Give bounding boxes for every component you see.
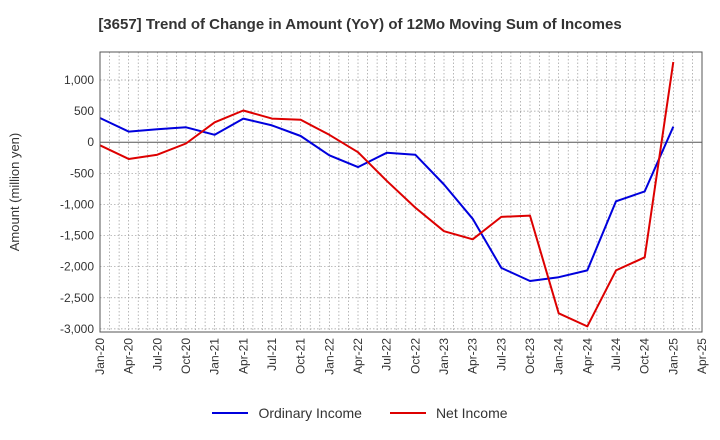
x-tick-label: Jul-21 [265,338,279,371]
y-tick-label: -2,000 [60,260,94,274]
x-tick-label: Jan-25 [666,338,680,375]
x-tick-label: Jul-20 [150,338,164,371]
x-tick-label: Jan-22 [322,338,336,375]
x-tick-label: Jan-24 [552,338,566,375]
legend-item-net-income: Net Income [389,405,508,421]
x-tick-label: Jan-20 [93,338,107,375]
y-tick-label: -1,500 [60,229,94,243]
plot-frame [99,51,703,333]
legend-swatch-ordinary-income [212,412,249,414]
series-layer [99,61,675,328]
legend-swatch-net-income [389,412,426,414]
x-tick-label: Apr-25 [695,338,709,374]
y-tick-label: -500 [70,166,94,180]
x-tick-label: Jul-22 [380,338,394,371]
x-tick-label: Oct-22 [408,338,422,374]
legend: Ordinary Income Net Income [0,405,720,421]
x-tick-label: Apr-22 [351,338,365,374]
x-tick-label: Jan-21 [208,338,222,375]
y-tick-label: -2,500 [60,291,94,305]
series-line-net-income [99,61,675,328]
x-tick-label: Apr-20 [122,338,136,374]
x-tick-label: Apr-24 [580,338,594,374]
x-tick-label: Jan-23 [437,338,451,375]
legend-item-ordinary-income: Ordinary Income [212,405,362,421]
x-tick-label: Oct-21 [294,338,308,374]
x-tick-label: Oct-24 [638,338,652,374]
y-tick-label: -1,000 [60,197,94,211]
y-tick-labels: 1,000 500 0 -500 -1,000 -1,500 -2,000 -2,500 -3,… [60,73,94,336]
y-axis-title: Amount (million yen) [7,133,22,252]
x-tick-label: Oct-20 [179,338,193,374]
y-tick-label: 500 [74,104,94,118]
series-line-ordinary-income [99,117,675,282]
x-tick-label: Jul-24 [609,338,623,371]
y-tick-label: 0 [87,135,94,149]
chart-title: [3657] Trend of Change in Amount (YoY) o… [98,16,622,33]
x-tick-label: Jul-23 [494,338,508,371]
grid-layer [99,52,703,332]
legend-label-ordinary-income: Ordinary Income [258,405,362,421]
y-tick-label: 1,000 [64,73,94,87]
x-tick-label: Apr-23 [466,338,480,374]
x-tick-label: Apr-21 [236,338,250,374]
x-tick-label: Oct-23 [523,338,537,374]
legend-label-net-income: Net Income [435,405,508,421]
x-tick-labels: Jan-20 Apr-20 Jul-20 Oct-20 Jan-21 Apr-21 Jul-… [93,338,709,375]
y-tick-label: -3,000 [60,322,94,336]
